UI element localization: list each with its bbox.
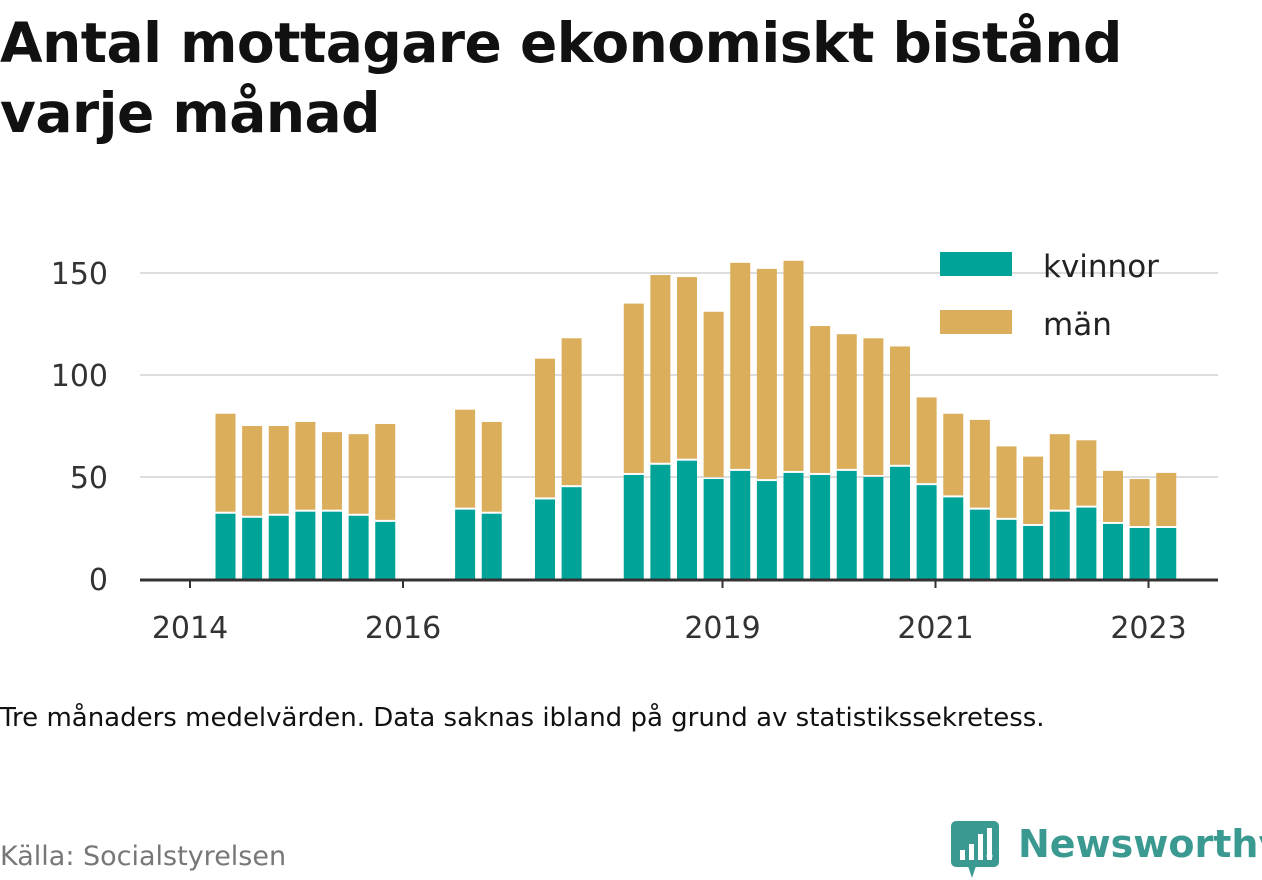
bar-man: [969, 419, 990, 508]
bar-kvinnor: [1076, 507, 1097, 579]
bar-kvinnor: [623, 474, 644, 579]
bar-man: [561, 338, 582, 486]
bar-kvinnor: [348, 515, 369, 579]
chart: 0 50 100 150 2014 2016 2019 2021 2023 kvinnor män: [51, 249, 1218, 646]
bar-kvinnor: [268, 515, 289, 579]
bar-kvinnor: [783, 472, 804, 579]
x-tick-label: 2016: [365, 611, 441, 646]
brand[interactable]: Newsworthy: [950, 818, 1262, 880]
axes: 0 50 100 150 2014 2016 2019 2021 2023: [51, 257, 1218, 646]
bar-kvinnor: [242, 517, 263, 579]
bar-kvinnor: [215, 513, 236, 579]
x-tick-label: 2014: [152, 611, 228, 646]
bar-kvinnor: [730, 470, 751, 579]
y-tick-label: 50: [70, 461, 108, 496]
legend-label: kvinnor: [1043, 249, 1159, 285]
bar-man: [242, 426, 263, 516]
bar-kvinnor: [455, 509, 476, 579]
bar-man: [535, 358, 555, 498]
bar-man: [1049, 434, 1070, 510]
bar-kvinnor: [810, 474, 831, 579]
bar-kvinnor: [996, 519, 1017, 579]
bar-kvinnor: [375, 521, 396, 579]
bar-man: [623, 303, 644, 473]
newsworthy-logo-icon: [951, 821, 999, 878]
bar-kvinnor: [756, 481, 777, 579]
bar-man: [455, 409, 476, 508]
bar-kvinnor: [836, 470, 857, 579]
bar-man: [481, 421, 502, 512]
bar-man: [783, 260, 804, 471]
bar-kvinnor: [677, 460, 697, 579]
bar-man: [703, 311, 724, 478]
bar-man: [756, 268, 777, 480]
bar-man: [677, 277, 697, 459]
x-tick-label: 2021: [897, 611, 973, 646]
bar-kvinnor: [481, 513, 502, 579]
bar-kvinnor: [535, 499, 555, 579]
bar-man: [1129, 479, 1150, 526]
legend-swatch: [940, 252, 1012, 276]
bar-man: [375, 423, 396, 520]
bar-kvinnor: [561, 487, 582, 579]
bar-man: [268, 426, 289, 514]
y-tick-label: 100: [51, 359, 108, 394]
bar-man: [348, 434, 369, 514]
chart-note: Tre månaders medelvärden. Data saknas ib…: [0, 703, 1045, 733]
bar-man: [943, 413, 964, 496]
y-tick-label: 0: [89, 563, 108, 598]
source-label: Källa: Socialstyrelsen: [0, 841, 287, 872]
bar-man: [836, 334, 857, 469]
bar-kvinnor: [943, 497, 964, 579]
bar-kvinnor: [650, 464, 671, 579]
bar-man: [1023, 456, 1044, 524]
bar-man: [863, 338, 884, 475]
bar-kvinnor: [863, 477, 884, 579]
legend-label: män: [1043, 307, 1112, 343]
bar-kvinnor: [1049, 511, 1070, 579]
bar-kvinnor: [890, 466, 910, 579]
chart-title: Antal mottagare ekonomiskt bistånd varje…: [0, 11, 1122, 145]
x-tick-label: 2019: [684, 611, 760, 646]
bar-man: [295, 421, 316, 510]
legend: kvinnor män: [940, 249, 1159, 343]
x-tick-label: 2023: [1110, 611, 1186, 646]
bar-kvinnor: [1156, 528, 1177, 579]
bar-kvinnor: [1023, 525, 1044, 579]
bar-kvinnor: [916, 485, 937, 579]
bar-kvinnor: [969, 509, 990, 579]
bar-man: [650, 275, 671, 463]
bar-kvinnor: [1129, 528, 1150, 579]
bar-kvinnor: [1103, 523, 1123, 579]
bar-kvinnor: [322, 511, 342, 579]
bar-man: [322, 432, 342, 510]
bar-man: [810, 326, 831, 473]
bar-kvinnor: [295, 511, 316, 579]
bar-man: [730, 262, 751, 469]
bar-kvinnor: [703, 479, 724, 579]
y-tick-label: 150: [51, 257, 108, 292]
brand-name: Newsworthy: [1018, 822, 1262, 866]
bar-man: [215, 413, 236, 512]
legend-swatch: [940, 310, 1012, 334]
bar-man: [1156, 472, 1177, 526]
bar-man: [916, 397, 937, 484]
bar-man: [996, 446, 1017, 518]
bar-man: [1103, 470, 1123, 522]
bar-man: [1076, 440, 1097, 506]
bar-man: [890, 346, 910, 465]
bars: [215, 260, 1177, 579]
